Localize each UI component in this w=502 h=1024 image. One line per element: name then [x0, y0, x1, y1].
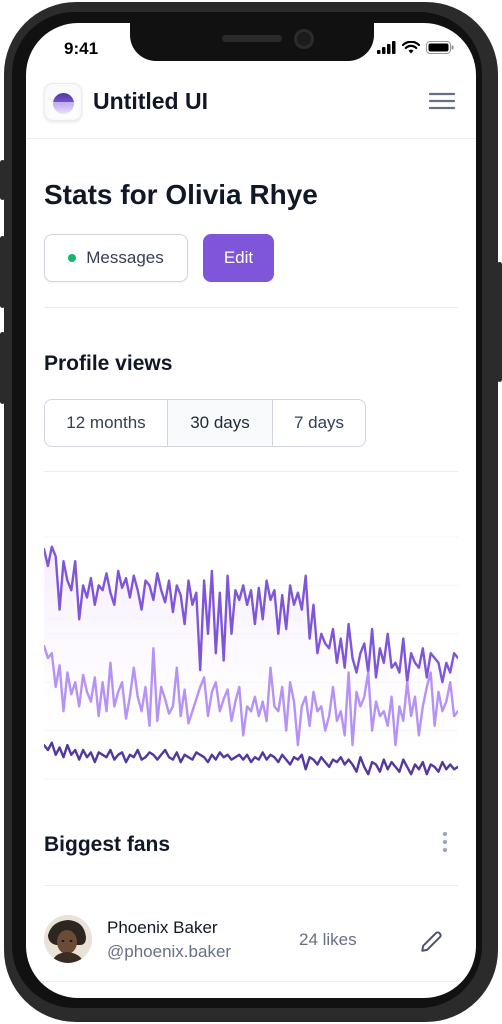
notch: [130, 23, 374, 61]
fan-handle: @phoenix.baker: [107, 942, 232, 961]
silent-switch: [0, 160, 5, 200]
app-header: Untitled UI: [26, 79, 476, 139]
chart-top-divider: [44, 471, 458, 472]
time-range-tabs: 12 months 30 days 7 days: [44, 399, 366, 447]
tab-7-days[interactable]: 7 days: [293, 413, 345, 432]
menu-icon: [428, 92, 456, 110]
tab-12-months[interactable]: 12 months: [45, 400, 168, 446]
more-options-icon[interactable]: [440, 831, 450, 853]
fans-divider: [44, 885, 458, 886]
tab-30-days[interactable]: 30 days: [168, 400, 273, 446]
edit-button[interactable]: Edit: [203, 234, 274, 282]
cellular-signal-icon: [377, 41, 396, 54]
phone-screen: 9:41 Untitled UI: [26, 23, 476, 998]
messages-button[interactable]: Messages: [44, 234, 188, 282]
earpiece-speaker: [222, 35, 282, 42]
power-button: [497, 262, 502, 382]
status-time: 9:41: [64, 39, 99, 58]
volume-down-button: [0, 332, 5, 404]
battery-icon: [426, 41, 454, 54]
fan-likes-count: 24 likes: [299, 930, 357, 949]
biggest-fans-title: Biggest fans: [44, 833, 171, 856]
volume-up-button: [0, 236, 5, 308]
app-name: Untitled UI: [93, 88, 208, 114]
wifi-icon: [402, 41, 420, 54]
front-camera: [294, 29, 314, 49]
logo-icon: [44, 83, 82, 121]
hamburger-menu-button[interactable]: [426, 85, 458, 117]
chart-series-line-3: [44, 741, 458, 776]
list-item[interactable]: Phoenix Baker @phoenix.baker 24 likes: [26, 886, 476, 982]
page-title: Stats for Olivia Rhye: [44, 179, 318, 210]
profile-views-chart: 3 Jul11 Jul19 Jul27 Jul: [44, 536, 458, 780]
avatar: [44, 915, 92, 963]
profile-views-title: Profile views: [44, 352, 173, 375]
chart-series-line-1: [44, 545, 458, 684]
fan-name: Phoenix Baker: [107, 918, 218, 937]
pencil-icon: [421, 931, 442, 952]
messages-label: Messages: [86, 248, 164, 267]
online-status-dot: [68, 254, 77, 262]
status-icons: [377, 41, 454, 54]
header-divider: [44, 307, 458, 308]
edit-fan-button[interactable]: [419, 928, 445, 954]
chart-series-line-2: [44, 644, 458, 747]
